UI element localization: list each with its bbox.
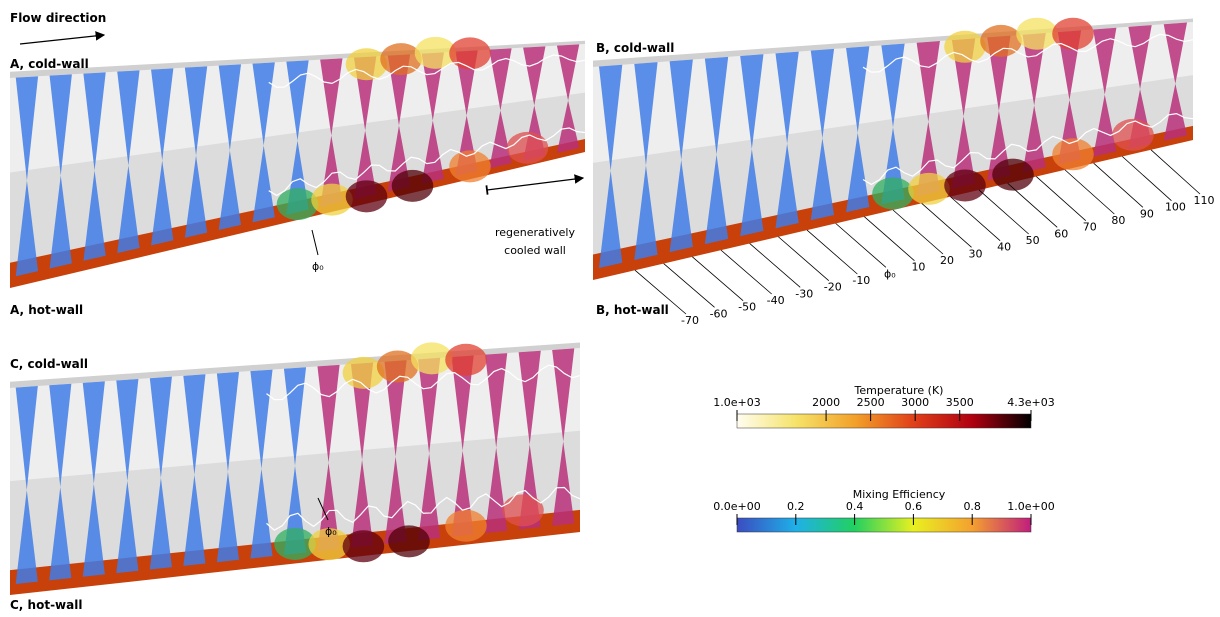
- angle-label: -70: [681, 314, 699, 327]
- angle-leader: [950, 197, 1000, 241]
- angle-label: -40: [767, 294, 785, 307]
- flame-blob: [380, 43, 422, 75]
- phi-label: ϕ₀: [312, 260, 324, 273]
- angle-label: 50: [1026, 234, 1040, 247]
- angle-leader: [1122, 156, 1171, 200]
- angle-leader: [836, 223, 886, 267]
- flame-blob: [980, 25, 1022, 57]
- flame-blob: [1112, 119, 1154, 151]
- flame-blob: [346, 180, 388, 212]
- colorbar-tick-label: 2000: [812, 396, 840, 409]
- colorbar-tick-label: 0.2: [787, 500, 805, 513]
- colorbar-tick-label: 0.8: [963, 500, 981, 513]
- panel-label: B, hot-wall: [596, 303, 669, 317]
- colorbar-tick-label: 3500: [946, 396, 974, 409]
- angle-leader: [1008, 183, 1058, 227]
- regen-label: cooled wall: [504, 244, 566, 257]
- angle-leader: [979, 190, 1029, 234]
- angle-label: -10: [852, 274, 870, 287]
- flame-blob: [449, 37, 491, 69]
- angle-label: 20: [940, 254, 954, 267]
- angle-leader: [922, 203, 972, 247]
- flame-blob: [445, 510, 487, 542]
- colorbar-tick-label: 1.0e+00: [1007, 500, 1054, 513]
- angle-label: 60: [1054, 227, 1068, 240]
- angle-label: 10: [911, 261, 925, 274]
- angle-leader: [1094, 163, 1143, 207]
- flame-blob: [392, 170, 434, 202]
- flow-arrow: [20, 35, 104, 44]
- flame-blob: [992, 159, 1034, 191]
- angle-label: 80: [1111, 214, 1125, 227]
- flame-blob: [343, 530, 385, 562]
- angle-label: 40: [997, 241, 1011, 254]
- angle-label: -50: [738, 301, 756, 314]
- flame-blob: [507, 132, 549, 164]
- phi-leader: [312, 230, 318, 255]
- flow-label: Flow direction: [10, 11, 106, 25]
- colorbar-tick-label: 0.4: [846, 500, 864, 513]
- flame-blob: [1052, 18, 1094, 50]
- angle-leader: [1036, 177, 1085, 221]
- colorbar: [737, 518, 1031, 532]
- panel-label: C, cold-wall: [10, 357, 88, 371]
- angle-leader: [1065, 170, 1114, 214]
- regen-arrow: [487, 178, 583, 190]
- angle-label: 70: [1083, 221, 1097, 234]
- figure: Flow direction A, cold-wall A, hot-wall …: [0, 0, 1220, 617]
- angle-label: -20: [824, 281, 842, 294]
- colorbars: Temperature (K)1.0e+0320002500300035004.…: [713, 384, 1054, 532]
- angle-label: 100: [1165, 201, 1186, 214]
- angle-leader: [807, 230, 857, 274]
- panel-label: A, cold-wall: [10, 57, 89, 71]
- angle-leader: [750, 243, 801, 287]
- colorbar-tick-label: 2500: [857, 396, 885, 409]
- angle-label: 110: [1194, 194, 1215, 207]
- flame-blob: [944, 31, 986, 63]
- flame-blob: [346, 48, 388, 80]
- colorbar-tick-label: 0.6: [905, 500, 923, 513]
- flame-blob: [872, 177, 914, 209]
- colorbar-tick-label: 4.3e+03: [1007, 396, 1054, 409]
- angle-leader: [664, 264, 715, 308]
- panel-label: B, cold-wall: [596, 41, 674, 55]
- panel-label: C, hot-wall: [10, 598, 82, 612]
- colorbar-title: Mixing Efficiency: [853, 488, 946, 501]
- angle-label: 30: [969, 247, 983, 260]
- flame-blob: [502, 494, 544, 526]
- phi-label: ϕ₀: [325, 525, 337, 538]
- regen-label: regeneratively: [495, 226, 576, 239]
- flame-blob: [908, 173, 950, 205]
- angle-leader: [893, 210, 943, 254]
- colorbar: [737, 414, 1031, 428]
- panel-label: A, hot-wall: [10, 303, 83, 317]
- colorbar-tick-label: 3000: [901, 396, 929, 409]
- flame-blob: [388, 525, 430, 557]
- angle-leader: [1151, 150, 1200, 194]
- flame-blob: [1052, 138, 1094, 170]
- angle-leader: [778, 237, 828, 281]
- angle-leader: [692, 257, 743, 301]
- colorbar-tick-label: 0.0e+00: [713, 500, 760, 513]
- angle-label: -60: [710, 307, 728, 320]
- angle-leader: [864, 217, 914, 261]
- angle-label: -30: [795, 287, 813, 300]
- flame-blob: [445, 344, 487, 376]
- colorbar-tick-label: 1.0e+03: [713, 396, 760, 409]
- phi-label: ϕ₀: [884, 267, 896, 280]
- angle-leader: [721, 250, 772, 294]
- angle-label: 90: [1140, 207, 1154, 220]
